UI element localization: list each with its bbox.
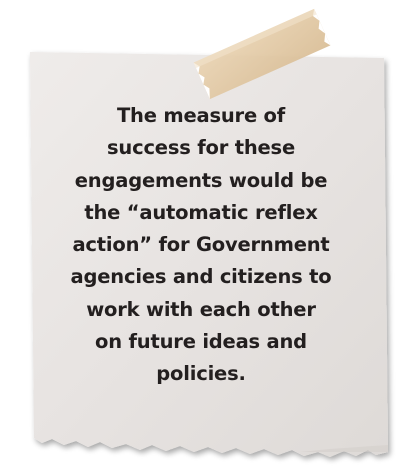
quote-line-2: success for these [107, 136, 295, 160]
quote-line-6: agencies and citizens to [70, 265, 332, 289]
quote-text: The measure of success for these engagem… [48, 100, 354, 391]
quote-line-9: policies. [156, 362, 246, 386]
quote-line-5: action” for Government [72, 233, 330, 257]
quote-line-3: engagements would be [74, 168, 328, 192]
quote-line-4: the “automatic reflex [84, 200, 318, 224]
quote-line-1: The measure of [116, 104, 286, 127]
quote-line-8: on future ideas and [95, 330, 307, 354]
paper-sheet [30, 52, 388, 457]
quote-line-7: work with each other [86, 297, 316, 321]
